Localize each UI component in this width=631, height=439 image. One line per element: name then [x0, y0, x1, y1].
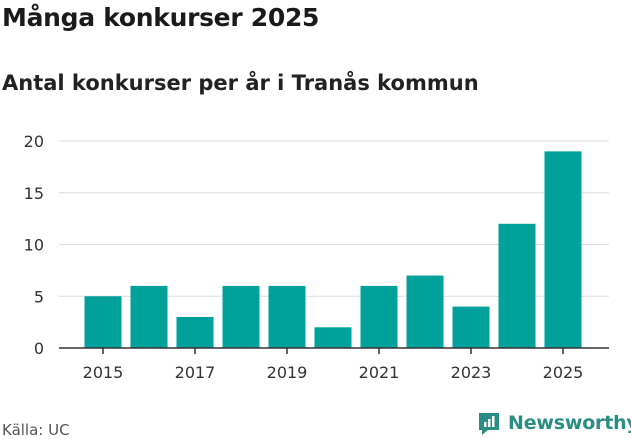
x-tick-label-2017: 2017 — [175, 363, 216, 382]
x-tick-label-2025: 2025 — [543, 363, 584, 382]
brand-logo: Newsworthy — [476, 410, 631, 436]
x-tick-label-2019: 2019 — [267, 363, 308, 382]
y-tick-label-20: 20 — [24, 132, 44, 151]
bar-2021 — [360, 285, 398, 348]
bar-2016 — [130, 285, 168, 348]
source-label: Källa: UC — [2, 421, 70, 439]
newsworthy-logo-icon — [479, 413, 499, 435]
y-tick-label-5: 5 — [34, 287, 44, 306]
bar-2019 — [268, 285, 306, 348]
x-tick-label-2023: 2023 — [451, 363, 492, 382]
x-tick-label-2021: 2021 — [359, 363, 400, 382]
chart-subtitle: Antal konkurser per år i Tranås kommun — [2, 71, 479, 95]
bar-chart: 0 5 10 15 20 2015 2017 2019 2021 2023 2025 — [24, 132, 609, 382]
bar-2024 — [498, 223, 536, 348]
y-tick-label-0: 0 — [34, 339, 44, 358]
bar-2025 — [544, 151, 582, 348]
chart-title: Många konkurser 2025 — [2, 3, 320, 32]
brand-name: Newsworthy — [508, 412, 631, 434]
y-tick-label-15: 15 — [24, 184, 44, 203]
x-tick-label-2015: 2015 — [83, 363, 124, 382]
bar-2023 — [452, 306, 490, 348]
y-tick-label-10: 10 — [24, 236, 44, 255]
bar-2015 — [84, 296, 122, 348]
bar-2017 — [176, 316, 214, 348]
bar-2022 — [406, 275, 444, 348]
bar-2018 — [222, 285, 260, 348]
bar-2020 — [314, 327, 352, 348]
